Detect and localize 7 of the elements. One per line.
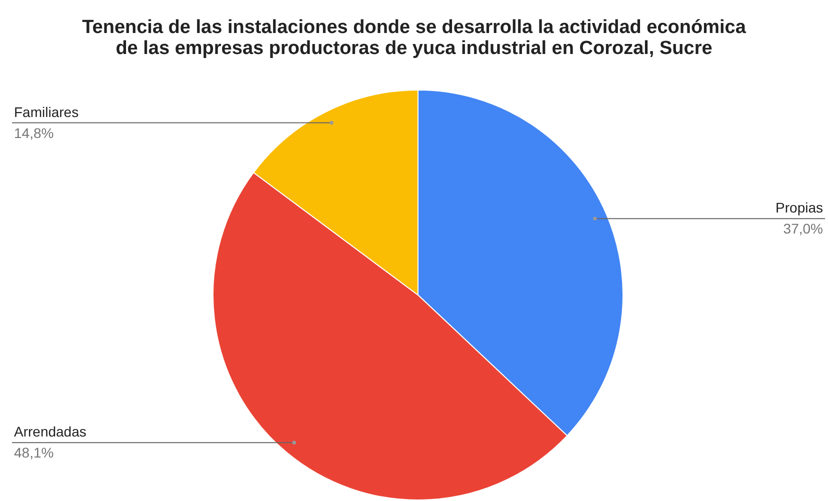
slice-label: Familiares: [14, 104, 79, 120]
data-label: 14,8%: [14, 124, 54, 141]
chart-title: Tenencia de las instalaciones donde se desarrolla la actividad económica de las empresas productoras de yuca industrial en Corozal, Sucre: [82, 17, 746, 59]
data-label: 37,0%: [783, 220, 823, 237]
slice-label: Arrendadas: [14, 424, 86, 440]
data-label: 48,1%: [14, 444, 54, 461]
slice-label: Propias: [776, 200, 823, 216]
